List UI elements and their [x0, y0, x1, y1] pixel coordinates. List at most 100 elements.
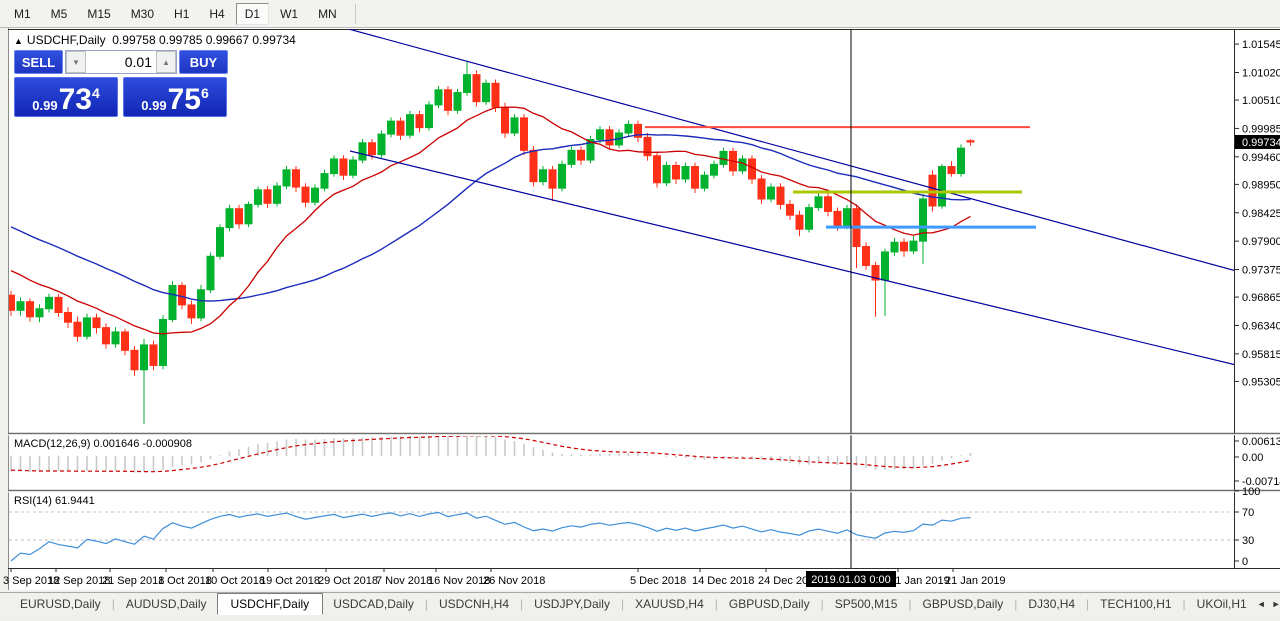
price-axis-tick: 0.97900: [1242, 236, 1280, 248]
chart-tab-dj30-10[interactable]: DJ30,H4: [1028, 597, 1076, 611]
macd-axis-tick: -0.007142: [1242, 476, 1280, 488]
price-axis-tick: 1.00510: [1242, 95, 1280, 107]
price-axis-tick: 0.99460: [1242, 152, 1280, 164]
buy-price-button[interactable]: 0.99 75 6: [123, 77, 227, 117]
chart-tab-bar: EURUSD,Daily | AUDUSD,Daily USDCHF,Daily USD…: [0, 592, 1280, 615]
chart-tab-tech100-11[interactable]: TECH100,H1: [1100, 597, 1172, 611]
sell-price-prefix: 0.99: [32, 98, 58, 113]
timeframe-button-m1[interactable]: M1: [5, 3, 40, 25]
macd-axis-tick: 0.00: [1242, 452, 1263, 464]
price-axis-tick: 0.97375: [1242, 265, 1280, 277]
tab-scroll-arrows: ◄►: [1257, 599, 1280, 609]
date-axis-label: 11 Jan 2019: [890, 575, 950, 587]
tab-separator: |: [424, 597, 428, 611]
date-axis-label: 21 Sep 2018: [102, 575, 164, 587]
tab-separator: |: [1014, 597, 1018, 611]
sell-price-button[interactable]: 0.99 73 4: [14, 77, 118, 117]
chart-tab-ukoil-12[interactable]: UKOil,H1: [1196, 597, 1247, 611]
price-axis-tick: 0.96340: [1242, 320, 1280, 332]
chart-tab-gbpusd-7[interactable]: GBPUSD,Daily: [728, 597, 810, 611]
timeframe-button-h4[interactable]: H4: [200, 3, 233, 25]
date-axis-label: 1 Oct 2018: [158, 575, 212, 587]
timeframe-button-m15[interactable]: M15: [78, 3, 119, 25]
one-click-trading-panel: SELL ▼ ▲ BUY 0.99 73 4 0.99 75 6: [14, 50, 230, 117]
date-axis-label: 24 Dec 2018: [758, 575, 820, 587]
svg-text:2019.01.03 0:00: 2019.01.03 0:00: [811, 574, 891, 586]
price-chart-plot[interactable]: [8, 28, 1241, 424]
crosshair-date-badge: [806, 571, 896, 587]
volume-input[interactable]: [86, 51, 156, 73]
svg-text:0.99734: 0.99734: [1242, 137, 1280, 149]
macd-plot[interactable]: [10, 435, 972, 473]
chart-tab-eurusd-0[interactable]: EURUSD,Daily: [20, 597, 101, 611]
date-axis-label: 12 Sep 2018: [48, 575, 110, 587]
rsi-axis-tick: 30: [1242, 535, 1254, 547]
tab-separator: |: [1182, 597, 1186, 611]
rsi-axis-tick: 70: [1242, 507, 1254, 519]
tabs-scroll-left-icon[interactable]: ◄: [1256, 599, 1272, 609]
buy-price-prefix: 0.99: [141, 98, 167, 113]
timeframe-button-m30[interactable]: M30: [122, 3, 163, 25]
chart-tab-usdcnh-4[interactable]: USDCNH,H4: [439, 597, 510, 611]
toolbar-separator: [354, 3, 356, 24]
tabs-scroll-right-icon[interactable]: ►: [1272, 599, 1280, 609]
timeframe-button-d1[interactable]: D1: [235, 2, 270, 25]
sell-price-main: 73: [58, 83, 92, 116]
rsi-axis-tick: 0: [1242, 556, 1248, 568]
chart-tab-usdchf-2[interactable]: USDCHF,Daily: [216, 593, 324, 615]
chart-tab-audusd-1[interactable]: AUDUSD,Daily: [125, 597, 207, 611]
timeframe-button-h1[interactable]: H1: [165, 3, 198, 25]
macd-indicator-label: MACD(12,26,9) 0.001646 -0.000908: [14, 438, 192, 450]
price-axis-tick: 0.96865: [1242, 292, 1280, 304]
price-axis-tick: 0.99985: [1242, 123, 1280, 135]
chart-title-ohlc: 0.99758 0.99785 0.99667 0.99734: [112, 33, 296, 47]
timeframe-button-mn[interactable]: MN: [309, 3, 346, 25]
chart-tab-gbpusd-9[interactable]: GBPUSD,Daily: [922, 597, 1004, 611]
macd-axis-tick: 0.006137: [1242, 436, 1280, 448]
price-axis-tick: 0.98425: [1242, 208, 1280, 220]
date-axis-label: 16 Nov 2018: [428, 575, 490, 587]
rsi-indicator-label: RSI(14) 61.9441: [14, 495, 95, 507]
timeframe-toolbar: M1 M5 M15 M30 H1 H4 D1 W1 MN: [0, 0, 1280, 28]
timeframe-button-m5[interactable]: M5: [42, 3, 77, 25]
tab-separator: |: [908, 597, 912, 611]
sell-price-pip: 4: [91, 85, 100, 101]
date-axis-label: 7 Nov 2018: [376, 575, 432, 587]
buy-price-pip: 6: [200, 85, 209, 101]
timeframe-button-w1[interactable]: W1: [271, 3, 307, 25]
volume-increase-button[interactable]: ▲: [156, 51, 176, 73]
chart-tab-usdcad-3[interactable]: USDCAD,Daily: [333, 597, 414, 611]
chart-tab-xauusd-6[interactable]: XAUUSD,H4: [635, 597, 704, 611]
tab-separator: |: [620, 597, 625, 611]
rsi-axis-tick: 100: [1242, 486, 1260, 498]
price-axis-tick: 1.01020: [1242, 67, 1280, 79]
date-axis-label: 14 Dec 2018: [692, 575, 754, 587]
chart-area[interactable]: 1.015451.010201.005100.999850.994600.989…: [0, 28, 1280, 590]
volume-decrease-button[interactable]: ▼: [66, 51, 86, 73]
tab-separator: |: [714, 597, 718, 611]
chart-tab-usdjpy-5[interactable]: USDJPY,Daily: [534, 597, 610, 611]
sell-button[interactable]: SELL: [14, 50, 63, 74]
price-axis-tick: 1.01545: [1242, 39, 1280, 51]
tab-separator: |: [820, 597, 824, 611]
date-axis-label: 29 Oct 2018: [318, 575, 378, 587]
date-axis-label: 26 Nov 2018: [483, 575, 545, 587]
buy-price-main: 75: [167, 83, 201, 116]
price-axis-tick: 0.98950: [1242, 179, 1280, 191]
date-axis-label: 3 Sep 2018: [3, 575, 59, 587]
date-axis-label: 10 Oct 2018: [205, 575, 265, 587]
tab-separator: |: [1086, 597, 1090, 611]
rsi-plot[interactable]: [9, 511, 1234, 562]
price-axis-tick: 0.95305: [1242, 376, 1280, 388]
current-price-badge: [1235, 135, 1280, 149]
collapse-panel-icon[interactable]: ▲: [14, 36, 23, 46]
chart-title: ▲ USDCHF,Daily 0.99758 0.99785 0.99667 0.…: [14, 33, 296, 47]
chart-title-symbol: USDCHF,Daily: [26, 33, 106, 47]
date-axis-label: 21 Jan 2019: [945, 575, 1006, 587]
chart-tab-sp500-8[interactable]: SP500,M15: [834, 597, 898, 611]
volume-stepper: ▼ ▲: [65, 50, 177, 74]
tab-separator: |: [111, 597, 115, 611]
buy-button[interactable]: BUY: [179, 50, 228, 74]
price-axis-tick: 0.95815: [1242, 349, 1280, 361]
